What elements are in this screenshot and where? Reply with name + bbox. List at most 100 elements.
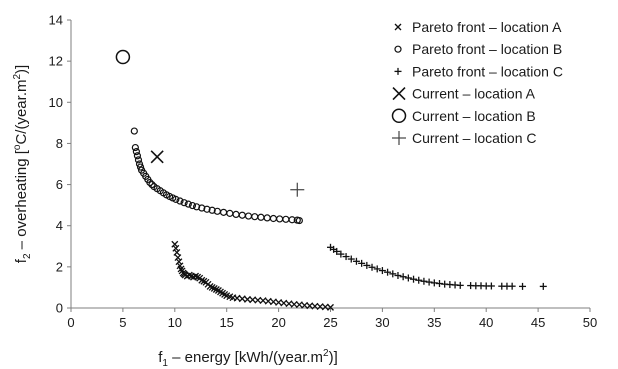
data-point bbox=[232, 210, 240, 218]
legend-label: Current – location A bbox=[412, 86, 536, 102]
data-point bbox=[238, 211, 246, 219]
data-point bbox=[226, 209, 234, 217]
data-point bbox=[295, 216, 303, 225]
legend-marker bbox=[392, 87, 406, 101]
data-point bbox=[174, 254, 182, 262]
legend-label: Pareto front – location A bbox=[412, 19, 562, 35]
data-point bbox=[176, 197, 184, 205]
data-point bbox=[352, 257, 360, 265]
x-tick-label: 10 bbox=[168, 315, 182, 330]
data-point bbox=[389, 270, 397, 278]
data-point bbox=[282, 215, 290, 223]
data-point bbox=[172, 244, 180, 252]
series-1 bbox=[171, 240, 334, 311]
data-point bbox=[378, 267, 386, 275]
data-point bbox=[188, 201, 197, 210]
data-point bbox=[178, 267, 186, 275]
data-point bbox=[244, 212, 253, 220]
data-point bbox=[180, 199, 188, 207]
data-point bbox=[399, 273, 407, 281]
data-point bbox=[508, 282, 516, 290]
data-point bbox=[404, 274, 412, 282]
data-point bbox=[276, 215, 284, 223]
data-point bbox=[134, 156, 143, 164]
data-point bbox=[384, 268, 392, 276]
data-point bbox=[368, 263, 376, 271]
legend-marker bbox=[391, 108, 407, 124]
y-tick-label: 8 bbox=[56, 136, 63, 151]
data-point bbox=[456, 281, 464, 289]
y-tick-label: 0 bbox=[56, 301, 63, 316]
y-tick-label: 10 bbox=[49, 95, 63, 110]
data-point bbox=[133, 152, 142, 160]
x-tick-label: 5 bbox=[119, 315, 126, 330]
legend-label: Current – location C bbox=[412, 130, 537, 146]
x-tick-label: 25 bbox=[323, 315, 337, 330]
legend-item: Pareto front – location B bbox=[394, 41, 562, 57]
data-point bbox=[171, 240, 179, 248]
data-point bbox=[132, 148, 140, 156]
data-point bbox=[333, 247, 341, 255]
data-point bbox=[148, 180, 156, 189]
data-point bbox=[415, 276, 423, 284]
x-tick-label: 15 bbox=[219, 315, 233, 330]
data-point bbox=[208, 206, 216, 214]
data-point bbox=[425, 278, 433, 286]
y-tick-label: 12 bbox=[49, 54, 63, 69]
axes: 0 5 10 15 20 25 30 35 40 45 50 0 2 4 6 8 10 12 14 bbox=[49, 13, 598, 331]
data-point bbox=[263, 214, 271, 222]
data-point bbox=[347, 255, 355, 263]
data-point bbox=[219, 208, 228, 216]
data-point bbox=[288, 216, 296, 224]
data-point bbox=[519, 282, 527, 290]
data-point bbox=[327, 303, 334, 311]
legend: Pareto front – location A Pareto front – … bbox=[391, 19, 563, 146]
legend-item: Current – location C bbox=[392, 130, 537, 146]
y-axis-label: f2 – overheating [oC/(year.m2)] bbox=[12, 65, 33, 263]
x-tick-label: 35 bbox=[427, 315, 441, 330]
data-point bbox=[394, 271, 402, 279]
data-point bbox=[150, 150, 164, 164]
data-point bbox=[290, 182, 305, 197]
legend-label: Current – location B bbox=[412, 108, 536, 124]
data-point bbox=[131, 143, 139, 152]
legend-item: Pareto front – location C bbox=[394, 63, 563, 79]
x-axis-label: f1 – energy [kWh/(year.m2)] bbox=[158, 348, 338, 369]
data-point bbox=[200, 277, 208, 285]
data-point bbox=[175, 258, 183, 266]
data-point bbox=[184, 200, 192, 208]
y-tick-label: 6 bbox=[56, 177, 63, 192]
y-tick-label: 4 bbox=[56, 218, 63, 233]
legend-label: Pareto front – location B bbox=[412, 41, 562, 57]
data-point bbox=[363, 261, 371, 269]
legend-item: Current – location A bbox=[392, 86, 536, 102]
data-point bbox=[358, 259, 366, 267]
data-point bbox=[539, 282, 547, 290]
series-5 bbox=[115, 49, 131, 65]
legend-item: Pareto front – location A bbox=[394, 19, 562, 35]
x-tick-label: 0 bbox=[67, 315, 74, 330]
data-point bbox=[373, 265, 381, 273]
x-tick-label: 30 bbox=[375, 315, 389, 330]
y-tick-label: 2 bbox=[56, 259, 63, 274]
series-2 bbox=[130, 127, 303, 225]
data-point bbox=[251, 213, 259, 221]
data-point bbox=[115, 49, 131, 65]
legend-marker bbox=[394, 45, 402, 53]
data-point bbox=[257, 213, 265, 221]
data-marks bbox=[115, 49, 547, 311]
data-point bbox=[420, 277, 428, 285]
data-point bbox=[136, 163, 145, 171]
legend-marker bbox=[394, 67, 402, 75]
data-point bbox=[173, 248, 181, 256]
x-tick-label: 40 bbox=[479, 315, 493, 330]
data-point bbox=[410, 275, 418, 283]
data-point bbox=[130, 127, 138, 135]
legend-label: Pareto front – location C bbox=[412, 63, 563, 79]
legend-marker bbox=[394, 23, 402, 31]
series-6 bbox=[290, 182, 305, 197]
legend-marker bbox=[392, 131, 406, 145]
data-point bbox=[135, 160, 144, 168]
x-tick-label: 50 bbox=[583, 315, 597, 330]
